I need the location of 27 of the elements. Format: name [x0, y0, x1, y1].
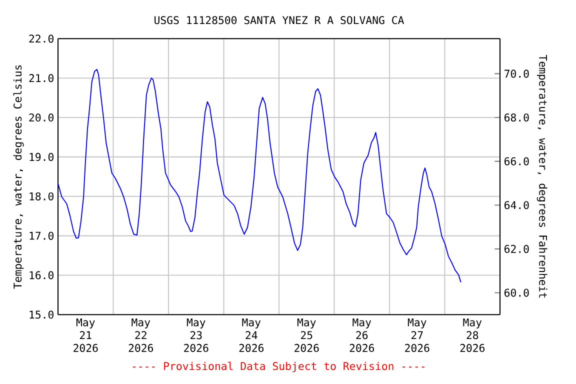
y-tick-label: 18.0: [30, 192, 54, 200]
y-tick-label: 17.0: [30, 232, 54, 240]
y-tick-label: 16.0: [30, 271, 54, 280]
y2-tick-label: 66.0: [504, 157, 529, 166]
y2-axis-title: Temperature, water, degrees Fahrenheit: [536, 54, 548, 298]
text: ---- Provisional Data Subject to Revision ----: [132, 362, 424, 372]
y-tick-label: 15.0: [30, 310, 54, 319]
x-tick-label: May 23 2026: [184, 318, 208, 352]
x-tick-label: May 26 2026: [350, 318, 374, 352]
x-tick-label: May 22 2026: [128, 318, 154, 352]
y-tick-label: 21.0: [29, 74, 54, 82]
y2-tick-label: 62.0: [504, 244, 529, 253]
y2-tick-label: 64.0: [504, 201, 529, 210]
line-series: [58, 68, 462, 283]
y2-tick-label: 68.0: [504, 113, 529, 122]
x-tick-label: May 25 2026: [294, 318, 319, 352]
x-tick-label: May 27 2026: [405, 318, 430, 352]
y-tick-label: 19.0: [30, 152, 54, 161]
y-tick-label: 20.0: [29, 113, 54, 122]
y2-tick-label: 70.0: [504, 70, 529, 78]
x-tick-label: May 28 2026: [460, 318, 485, 352]
y2-tick-label: 60.0: [504, 288, 529, 297]
x-tick-label: May 24 2026: [239, 318, 264, 352]
chart-title: USGS 11128500 SANTA YNEZ R A SOLVANG CA: [154, 16, 404, 24]
y-axis-title: Temperature, water, degrees Celsius: [13, 65, 24, 289]
y-tick-label: 22.0: [29, 34, 54, 43]
x-tick-label: May 21 2026: [74, 318, 98, 352]
